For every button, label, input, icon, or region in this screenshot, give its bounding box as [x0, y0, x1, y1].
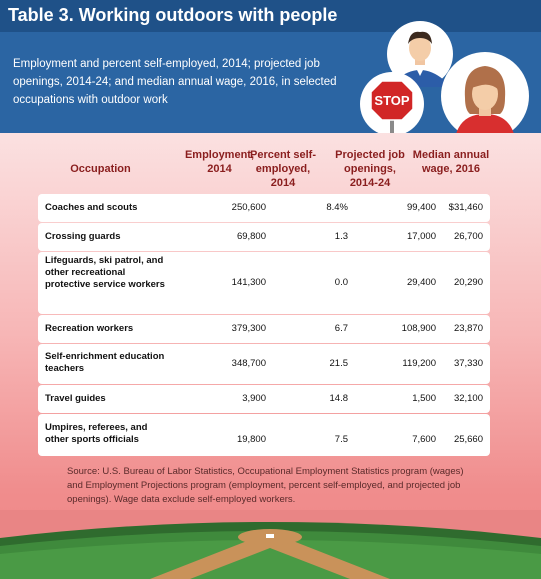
wage-cell: 25,660	[453, 434, 483, 445]
stop-sign-icon: STOP	[360, 72, 424, 133]
table-row: Umpires, referees, and other sports offi…	[38, 414, 490, 456]
employment-cell: 69,800	[236, 231, 266, 242]
table-header-row: Occupation Employment, 2014 Percent self…	[38, 142, 490, 194]
column-header-employment: Employment, 2014	[184, 149, 255, 175]
wage-cell: 23,870	[453, 323, 483, 334]
openings-cell: 119,200	[402, 358, 436, 369]
page-title: Table 3. Working outdoors with people	[8, 5, 338, 25]
illustration-people-icon: STOP	[360, 21, 529, 133]
wage-cell: 20,290	[453, 277, 483, 288]
self-employed-cell: 21.5	[329, 358, 349, 369]
table-row: Coaches and scouts 250,600 8.4% 99,400 $…	[38, 194, 490, 222]
column-header-openings: Projected job openings, 2014-24	[335, 149, 405, 189]
occupation-cell: Coaches and scouts	[45, 202, 138, 213]
column-header-wage: Median annual wage, 2016	[412, 149, 490, 175]
openings-cell: 7,600	[412, 434, 436, 445]
openings-cell: 1,500	[412, 393, 436, 404]
table-subtitle: Employment and percent self-employed, 20…	[13, 58, 337, 106]
man-icon	[387, 21, 453, 87]
occupation-cell: Travel guides	[45, 393, 106, 404]
occupation-cell: Lifeguards, ski patrol, and other recrea…	[45, 255, 165, 290]
self-employed-cell: 7.5	[334, 434, 348, 445]
table-row: Lifeguards, ski patrol, and other recrea…	[38, 252, 490, 314]
table-row: Crossing guards 69,800 1.3 17,000 26,700	[38, 223, 490, 251]
employment-cell: 379,300	[231, 323, 266, 334]
self-employed-cell: 0.0	[334, 277, 348, 288]
table-row: Travel guides 3,900 14.8 1,500 32,100	[38, 385, 490, 413]
employment-cell: 250,600	[231, 202, 266, 213]
source-note: Source: U.S. Bureau of Labor Statistics,…	[67, 466, 464, 505]
openings-cell: 108,900	[401, 323, 436, 334]
stop-sign-text: STOP	[374, 93, 409, 108]
openings-cell: 17,000	[406, 231, 436, 242]
self-employed-cell: 8.4%	[326, 202, 348, 213]
self-employed-cell: 14.8	[329, 393, 349, 404]
occupation-cell: Recreation workers	[45, 323, 134, 334]
occupation-cell: Crossing guards	[45, 231, 121, 242]
self-employed-cell: 1.3	[334, 231, 348, 242]
header-banner: Table 3. Working outdoors with people Em…	[0, 0, 541, 133]
wage-cell: 32,100	[453, 393, 483, 404]
openings-cell: 29,400	[406, 277, 436, 288]
openings-cell: 99,400	[406, 202, 436, 213]
column-header-occupation: Occupation	[70, 163, 131, 175]
employment-cell: 3,900	[242, 393, 266, 404]
self-employed-cell: 6.7	[334, 323, 348, 334]
table-row: Recreation workers 379,300 6.7 108,900 2…	[38, 315, 490, 343]
occupation-cell: Umpires, referees, and other sports offi…	[45, 422, 148, 445]
column-header-self-employed: Percent self-employed, 2014	[249, 149, 317, 189]
wage-cell: 37,330	[453, 358, 483, 369]
wage-cell: $31,460	[448, 202, 483, 213]
employment-cell: 348,700	[231, 358, 266, 369]
wage-cell: 26,700	[453, 231, 483, 242]
table-row: Self-enrichment education teachers 348,7…	[38, 344, 490, 384]
baseball-field-icon	[0, 510, 541, 579]
title-bar: Table 3. Working outdoors with people	[0, 0, 541, 32]
employment-cell: 141,300	[231, 277, 266, 288]
woman-icon	[441, 52, 529, 133]
employment-cell: 19,800	[236, 434, 266, 445]
occupation-cell: Self-enrichment education teachers	[45, 351, 165, 374]
